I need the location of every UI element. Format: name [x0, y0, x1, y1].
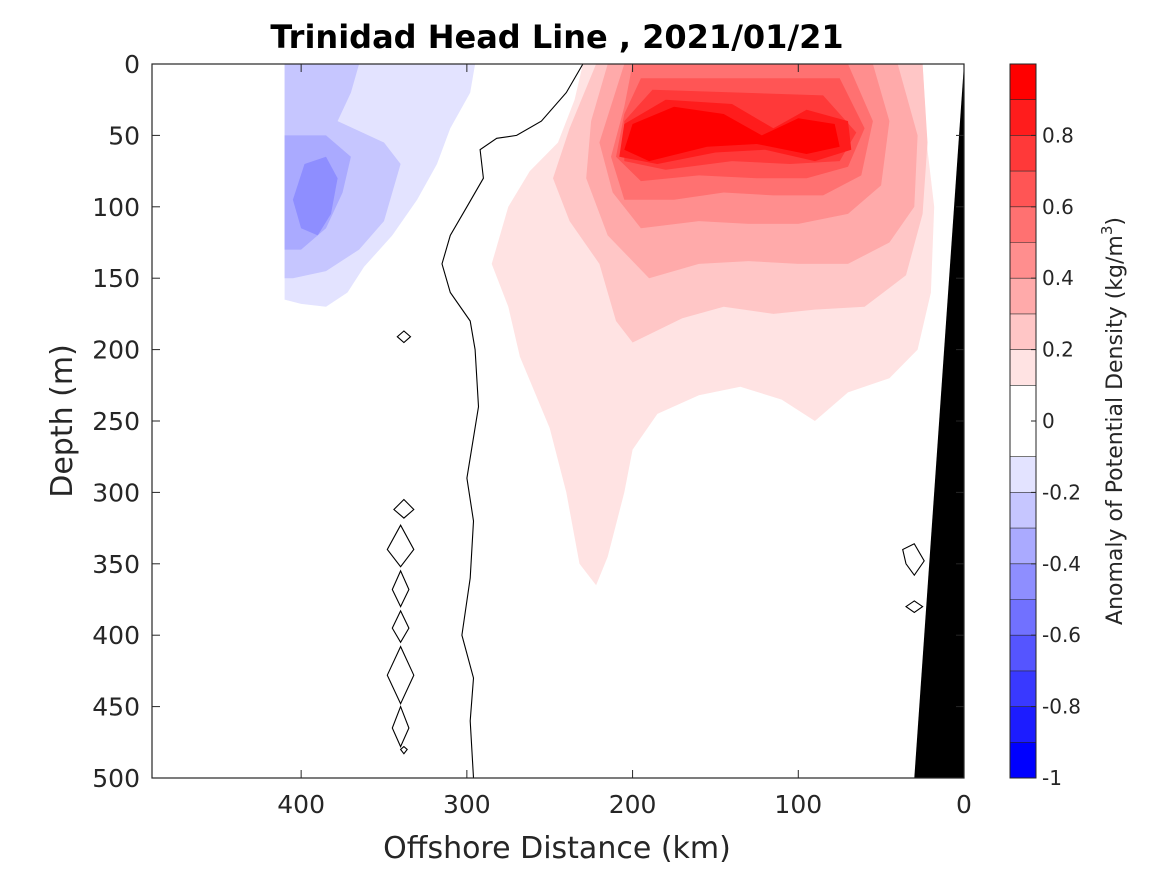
y-axis-label: Depth (m): [45, 344, 80, 498]
colorbar: 0.8 0.6 0.4 0.2 0 -0.2 -0.4 -0.6 -0.8 -1: [1009, 63, 1081, 790]
y-tick-label: 350: [92, 550, 140, 579]
colorbar-tick-label: -0.2: [1042, 480, 1081, 504]
axes: 0 50 100 150 200 250 300 350 400 450 500 400 300 200 1…: [92, 50, 972, 819]
zero-contour-line: [393, 498, 415, 519]
zero-contour-line: [905, 600, 924, 614]
y-tick-label: 200: [92, 336, 140, 365]
colorbar-swatch: [1010, 706, 1036, 743]
contour-field: [152, 64, 964, 778]
colorbar-swatch: [1010, 242, 1036, 279]
negative-anomaly-region: [292, 156, 338, 236]
colorbar-tick-label: 0: [1042, 409, 1055, 433]
colorbar-swatch: [1010, 206, 1036, 243]
colorbar-tick-label: 0.4: [1042, 266, 1074, 290]
colorbar-swatch: [1010, 670, 1036, 707]
seafloor-bathymetry: [914, 64, 964, 778]
colorbar-swatch: [1010, 563, 1036, 600]
colorbar-tick-label: 0.6: [1042, 195, 1074, 219]
positive-anomaly-region: [624, 106, 840, 162]
colorbar-swatch: [1010, 135, 1036, 172]
colorbar-label-superscript: 3: [1098, 226, 1116, 236]
colorbar-label-main: Anomaly of Potential Density (kg/m: [1103, 235, 1128, 625]
colorbar-swatch: [1010, 599, 1036, 636]
x-tick-label: 400: [277, 790, 325, 819]
colorbar-tick-label: 0.8: [1042, 123, 1074, 147]
colorbar-label-close: ): [1103, 217, 1128, 226]
y-tick-label: 500: [92, 764, 140, 793]
zero-contour-line: [386, 524, 415, 568]
colorbar-swatch: [1010, 492, 1036, 529]
colorbar-swatch: [1010, 171, 1036, 207]
colorbar-swatch: [1010, 635, 1036, 671]
zero-contour-line: [386, 645, 415, 706]
x-tick-label: 100: [774, 790, 822, 819]
y-tick-label: 0: [124, 50, 140, 79]
zero-contour-line: [391, 569, 410, 608]
colorbar-tick-label: -0.6: [1042, 623, 1081, 647]
zero-contour-line: [396, 330, 412, 344]
y-tick-label: 150: [92, 264, 140, 293]
colorbar-swatch: [1010, 528, 1036, 564]
y-tick-label: 450: [92, 693, 140, 722]
colorbar-swatch: [1010, 349, 1036, 386]
colorbar-swatch: [1010, 742, 1036, 778]
plot-area: [152, 64, 964, 778]
colorbar-tick-label: -0.4: [1042, 552, 1081, 576]
colorbar-tick-label: 0.2: [1042, 338, 1074, 362]
zero-contour-line: [391, 705, 410, 748]
colorbar-swatch: [1010, 99, 1036, 136]
y-tick-label: 250: [92, 407, 140, 436]
x-tick-label: 0: [956, 790, 972, 819]
zero-contour-line: [391, 609, 410, 644]
y-tick-label: 50: [108, 121, 140, 150]
x-tick-label: 300: [443, 790, 491, 819]
colorbar-swatch: [1010, 456, 1036, 493]
y-tick-label: 300: [92, 478, 140, 507]
zero-contour-line: [399, 745, 408, 755]
chart-title: Trinidad Head Line , 2021/01/21: [270, 18, 843, 56]
colorbar-swatch: [1010, 64, 1036, 100]
y-tick-label: 100: [92, 193, 140, 222]
zero-contour-line: [441, 64, 584, 778]
colorbar-label: Anomaly of Potential Density (kg/m3): [1098, 217, 1128, 625]
colorbar-swatch: [1010, 278, 1036, 314]
x-axis-label: Offshore Distance (km): [383, 831, 731, 866]
zero-contour-line: [902, 543, 925, 577]
x-tick-label: 200: [609, 790, 657, 819]
colorbar-swatch: [1010, 313, 1036, 350]
colorbar-tick-label: -0.8: [1042, 695, 1081, 719]
y-tick-label: 400: [92, 621, 140, 650]
colorbar-tick-label: -1: [1042, 766, 1062, 790]
